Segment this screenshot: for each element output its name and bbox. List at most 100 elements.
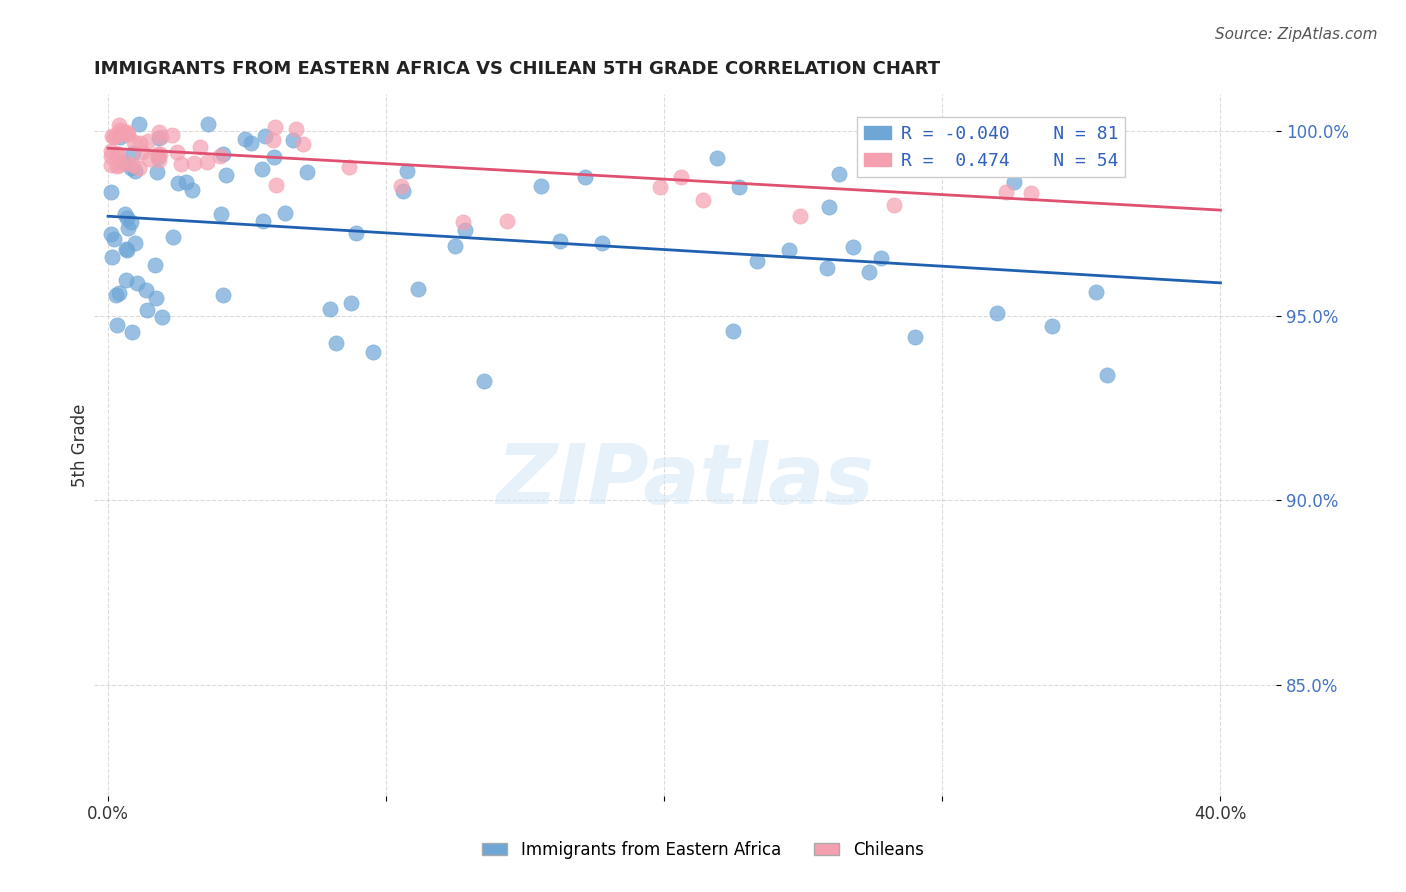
Point xyxy=(706,151,728,165)
Point xyxy=(778,243,800,257)
Point xyxy=(107,146,129,161)
Point xyxy=(148,124,170,138)
Point xyxy=(745,253,768,268)
Point xyxy=(108,158,131,172)
Point xyxy=(103,129,125,144)
Point xyxy=(1095,368,1118,382)
Point xyxy=(128,161,150,175)
Point xyxy=(1002,175,1025,189)
Point xyxy=(591,236,613,251)
Point xyxy=(111,155,134,169)
Point xyxy=(669,169,692,184)
Point xyxy=(692,194,714,208)
Point xyxy=(100,158,122,172)
Point xyxy=(284,122,307,136)
Point xyxy=(337,160,360,174)
Point xyxy=(208,149,231,163)
Text: IMMIGRANTS FROM EASTERN AFRICA VS CHILEAN 5TH GRADE CORRELATION CHART: IMMIGRANTS FROM EASTERN AFRICA VS CHILEA… xyxy=(94,60,941,78)
Point xyxy=(842,240,865,254)
Point xyxy=(574,170,596,185)
Point xyxy=(817,200,839,214)
Point xyxy=(120,161,142,175)
Point xyxy=(100,227,122,241)
Point xyxy=(264,178,287,192)
Point xyxy=(125,276,148,290)
Point xyxy=(211,146,233,161)
Point xyxy=(548,235,571,249)
Point xyxy=(146,146,169,161)
Point xyxy=(114,207,136,221)
Point xyxy=(239,136,262,151)
Point xyxy=(650,180,672,194)
Point xyxy=(721,324,744,338)
Point xyxy=(252,214,274,228)
Point xyxy=(107,146,129,161)
Point xyxy=(883,198,905,212)
Point xyxy=(983,161,1005,175)
Point xyxy=(138,153,160,167)
Point xyxy=(117,220,139,235)
Point xyxy=(727,179,749,194)
Point xyxy=(117,127,139,141)
Point xyxy=(254,129,277,144)
Point xyxy=(264,120,287,135)
Point xyxy=(136,134,159,148)
Point xyxy=(135,283,157,297)
Point xyxy=(100,144,122,158)
Point xyxy=(262,133,284,147)
Point xyxy=(828,167,851,181)
Point xyxy=(100,250,122,264)
Point xyxy=(105,287,128,301)
Point xyxy=(150,310,173,324)
Point xyxy=(122,135,145,149)
Point xyxy=(530,178,553,193)
Point xyxy=(197,155,219,169)
Point xyxy=(117,127,139,141)
Point xyxy=(174,175,197,189)
Point xyxy=(145,291,167,305)
Point xyxy=(122,146,145,161)
Point xyxy=(110,126,132,140)
Point xyxy=(108,285,131,300)
Point xyxy=(149,147,172,161)
Point xyxy=(117,156,139,170)
Point xyxy=(496,214,519,228)
Point xyxy=(105,128,128,143)
Point xyxy=(389,179,412,194)
Point xyxy=(295,165,318,179)
Point xyxy=(100,149,122,163)
Point xyxy=(121,325,143,339)
Point xyxy=(160,128,183,142)
Point xyxy=(1084,285,1107,299)
Point xyxy=(870,251,893,265)
Point xyxy=(340,296,363,310)
Point xyxy=(444,239,467,253)
Point xyxy=(100,128,122,143)
Point xyxy=(146,151,169,165)
Point xyxy=(281,133,304,147)
Point xyxy=(115,125,138,139)
Point xyxy=(135,302,157,317)
Text: Source: ZipAtlas.com: Source: ZipAtlas.com xyxy=(1215,27,1378,42)
Point xyxy=(128,117,150,131)
Point xyxy=(815,260,838,275)
Point xyxy=(124,164,146,178)
Point xyxy=(211,288,233,302)
Point xyxy=(117,211,139,225)
Point xyxy=(472,374,495,388)
Point xyxy=(188,140,211,154)
Y-axis label: 5th Grade: 5th Grade xyxy=(72,403,89,487)
Point xyxy=(325,335,347,350)
Point xyxy=(396,163,419,178)
Point xyxy=(100,186,122,200)
Legend: R = -0.040    N = 81, R =  0.474    N = 54: R = -0.040 N = 81, R = 0.474 N = 54 xyxy=(858,118,1125,177)
Point xyxy=(124,236,146,251)
Point xyxy=(215,168,238,182)
Point xyxy=(197,117,219,131)
Point xyxy=(170,157,193,171)
Point xyxy=(263,151,285,165)
Point xyxy=(392,184,415,198)
Point xyxy=(291,137,314,152)
Point xyxy=(131,145,153,160)
Point xyxy=(115,273,138,287)
